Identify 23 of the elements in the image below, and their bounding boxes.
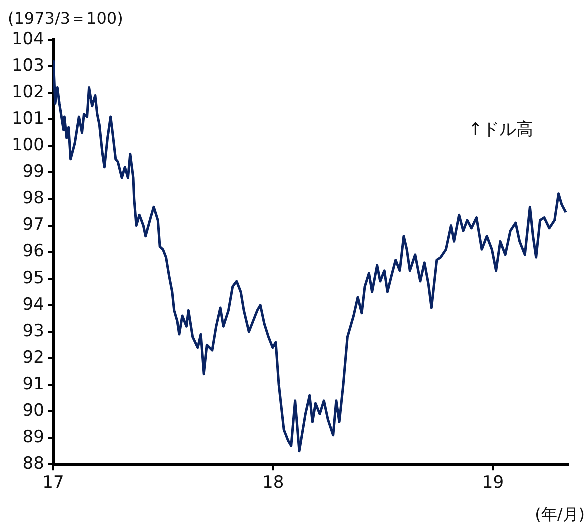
y-tick-label: 88 xyxy=(22,454,44,474)
y-tick-label: 91 xyxy=(22,374,44,394)
x-tick-label: 18 xyxy=(262,473,284,494)
y-tick-label: 101 xyxy=(12,109,44,130)
x-tick-label: 17 xyxy=(42,473,64,494)
y-tick-label: 92 xyxy=(22,348,44,368)
y-tick-label: 89 xyxy=(22,427,44,448)
y-tick-label: 98 xyxy=(22,188,44,209)
y-tick-label: 104 xyxy=(12,29,44,50)
y-tick-label: 103 xyxy=(12,56,44,76)
y-tick-label: 94 xyxy=(22,294,44,315)
y-tick-label: 96 xyxy=(22,242,44,262)
y-tick-label: 102 xyxy=(12,82,44,102)
y-tick-label: 99 xyxy=(22,162,44,182)
y-axis-title: (1973/3＝100) xyxy=(8,9,124,28)
x-tick-label: 19 xyxy=(482,473,504,494)
annotation: ↑ドル高 xyxy=(468,120,534,140)
y-tick-label: 90 xyxy=(22,400,44,421)
y-tick-label: 100 xyxy=(12,136,44,156)
y-tick-label: 97 xyxy=(22,215,44,236)
y-tick-label: 93 xyxy=(22,321,44,342)
x-axis-title: (年/月) xyxy=(535,505,585,524)
y-tick-label: 95 xyxy=(22,268,44,288)
